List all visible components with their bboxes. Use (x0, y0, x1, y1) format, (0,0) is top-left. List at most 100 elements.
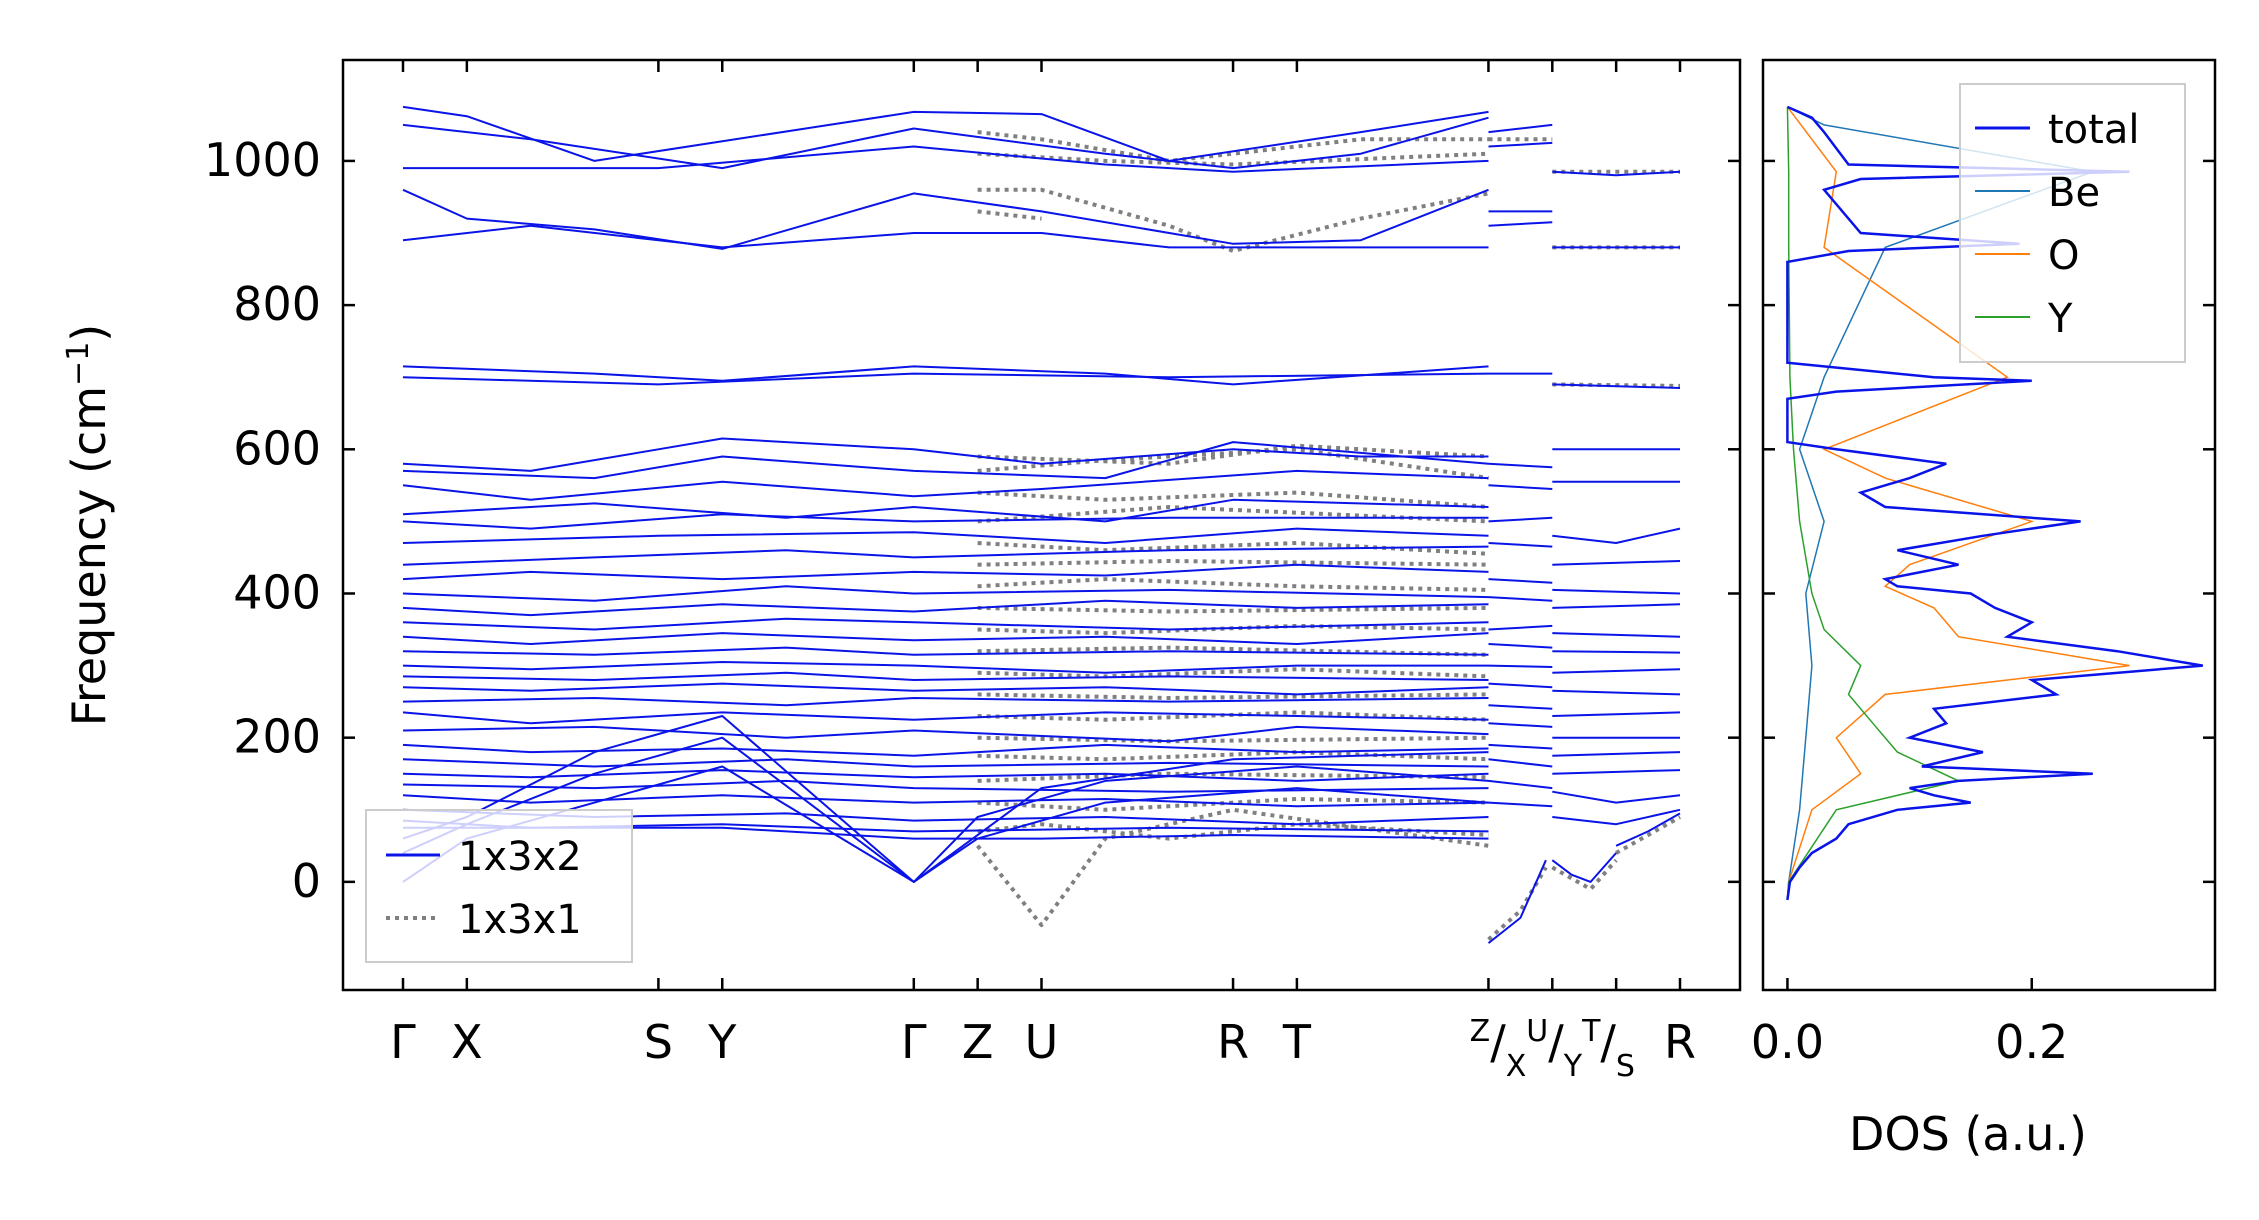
dos-x-ticks: 0.0 0.2 (1751, 978, 2068, 1069)
band-branch (1552, 711, 1681, 717)
band-branch (1552, 650, 1681, 654)
band-branch (1488, 779, 1553, 790)
band-branch (402, 105, 1489, 162)
band-branch (977, 559, 1489, 567)
band-branch (1488, 801, 1553, 808)
band-branch (977, 797, 1489, 812)
band-branch (402, 697, 1489, 707)
band-branch (402, 116, 1489, 170)
band-branch (402, 188, 1489, 250)
y-axis-label-unit-exponent: −1 (61, 342, 96, 386)
band-branch (977, 490, 1489, 509)
band-branch (1615, 812, 1681, 847)
band-branch (1552, 632, 1681, 638)
band-branch (1552, 668, 1681, 674)
band-branch (402, 617, 1489, 631)
y-tick-label: 0 (292, 854, 321, 908)
band-branch (1552, 170, 1681, 177)
band-branch (402, 365, 1489, 386)
x-tick-label-part: / (1548, 1015, 1564, 1069)
y-axis-label-tail: ) (62, 324, 116, 342)
band-branch (977, 645, 1489, 657)
band-branch (1615, 815, 1681, 855)
x-tick-label: T (1282, 1015, 1312, 1069)
band-branch (1552, 751, 1681, 757)
y-tick-label: 200 (233, 710, 321, 764)
band-branch (977, 750, 1489, 762)
band-branch (1488, 722, 1553, 728)
band-branch (977, 447, 1489, 481)
band-branch (1488, 516, 1553, 523)
band-branch (976, 807, 1489, 928)
band-branch (1552, 790, 1681, 804)
y-tick-label: 1000 (204, 133, 321, 187)
band-legend-box (365, 809, 633, 963)
x-tick-label: X (451, 1015, 483, 1069)
band-branch (402, 372, 1489, 386)
band-branch (977, 577, 1489, 592)
band-y-ticks: 0 200 400 600 800 1000 (204, 133, 1740, 908)
dos-legend: total Be O Y (1959, 83, 2186, 363)
band-branch (977, 822, 1489, 841)
x-tick-label-part: Z (1470, 1014, 1491, 1049)
band-branch (1488, 743, 1553, 750)
band-branch (402, 661, 1489, 674)
dos-x-tick-label: 0.2 (1995, 1015, 2068, 1069)
series-1x3x2 (402, 105, 1681, 944)
band-branch (402, 779, 1489, 793)
dos-line-total (1786, 105, 2204, 901)
legend-label-total: total (2048, 107, 2139, 153)
band-branch (402, 725, 1489, 743)
band-branch (1488, 758, 1553, 768)
band-branch (977, 623, 1489, 636)
band-branch (1488, 542, 1553, 548)
legend-label-y: Y (2047, 296, 2073, 342)
band-branch (402, 715, 1489, 883)
band-branch (977, 710, 1489, 722)
band-branch (402, 545, 1489, 566)
band-branch (402, 671, 1489, 681)
band-branch (402, 743, 1489, 757)
band-branch (1488, 123, 1553, 134)
x-tick-label-composite: Z/XU/YT/S (1470, 1014, 1635, 1084)
band-branch (402, 563, 1489, 581)
band-branch (1488, 141, 1553, 148)
band-branch (977, 667, 1489, 679)
x-tick-label-part: Y (1563, 1049, 1583, 1084)
band-branch (1488, 643, 1553, 649)
band-branch (977, 443, 1489, 466)
band-branch (402, 794, 1489, 808)
band-branch (1488, 484, 1553, 490)
dos-x-tick-label: 0.0 (1751, 1015, 1824, 1069)
band-branch (402, 758, 1489, 768)
x-tick-label: S (644, 1015, 673, 1069)
band-branch (1552, 603, 1681, 609)
band-branch (402, 527, 1489, 544)
band-branch (1488, 462, 1553, 469)
dos-panel: 0.0 0.2 DOS (a.u.) total Be O Y (1751, 58, 2217, 1161)
band-branch (1487, 859, 1547, 944)
band-branch (1552, 808, 1681, 826)
band-branch (402, 646, 1489, 656)
legend-label-1x3x2: 1x3x2 (458, 834, 582, 880)
band-branch (1552, 383, 1681, 389)
band-branch (402, 441, 1489, 480)
legend-label-be: Be (2048, 170, 2100, 216)
band-branch (1488, 664, 1553, 668)
y-axis-label: Frequency (cm−1) (61, 324, 117, 727)
x-tick-label-part: T (1581, 1014, 1601, 1049)
band-branch (1488, 682, 1553, 689)
band-branch (977, 151, 1489, 167)
band-branch (1488, 221, 1553, 227)
band-branch (977, 735, 1489, 744)
x-tick-label-part: / (1600, 1015, 1616, 1069)
band-branch (1552, 689, 1681, 696)
dos-legend-box (1959, 83, 2186, 363)
dos-plot-frame (1761, 58, 2217, 992)
dos-y-ticks (1763, 159, 2215, 884)
band-branch (1552, 588, 1681, 595)
band-branch (402, 585, 1489, 602)
legend-label-1x3x1: 1x3x1 (458, 897, 582, 943)
dos-line-y (1786, 106, 1961, 900)
